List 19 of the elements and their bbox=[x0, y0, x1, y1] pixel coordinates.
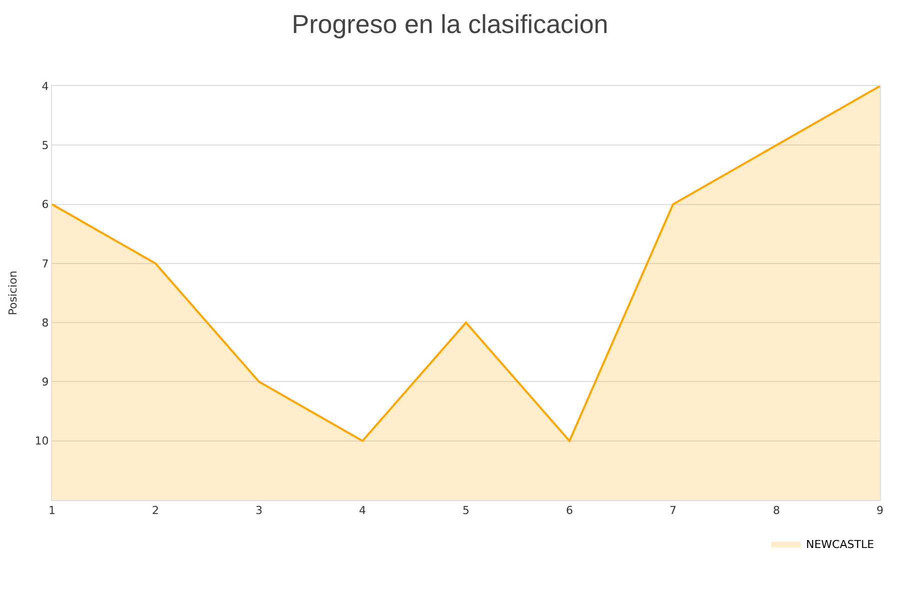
x-tick-label: 6 bbox=[566, 504, 573, 518]
y-tick-label: 6 bbox=[42, 198, 49, 212]
chart-title: Progreso en la clasificacion bbox=[292, 9, 608, 40]
y-tick-label: 8 bbox=[42, 316, 49, 330]
x-tick-label: 3 bbox=[256, 504, 262, 518]
y-axis-title: Posicion bbox=[6, 270, 20, 316]
x-tick-label: 1 bbox=[48, 504, 56, 518]
y-tick-label: 5 bbox=[42, 138, 49, 152]
x-tick-label: 2 bbox=[152, 504, 159, 518]
x-tick-label: 4 bbox=[359, 504, 366, 518]
legend-label: NEWCASTLE bbox=[806, 538, 874, 551]
y-tick-label: 9 bbox=[42, 376, 49, 389]
x-tick-label: 9 bbox=[876, 504, 884, 518]
y-tick-label: 4 bbox=[42, 80, 49, 93]
y-tick-label: 7 bbox=[42, 257, 49, 270]
x-tick-label: 5 bbox=[462, 504, 470, 518]
y-tick-label: 10 bbox=[34, 434, 49, 448]
x-tick-label: 8 bbox=[773, 504, 780, 518]
x-tick-label: 7 bbox=[670, 504, 676, 518]
